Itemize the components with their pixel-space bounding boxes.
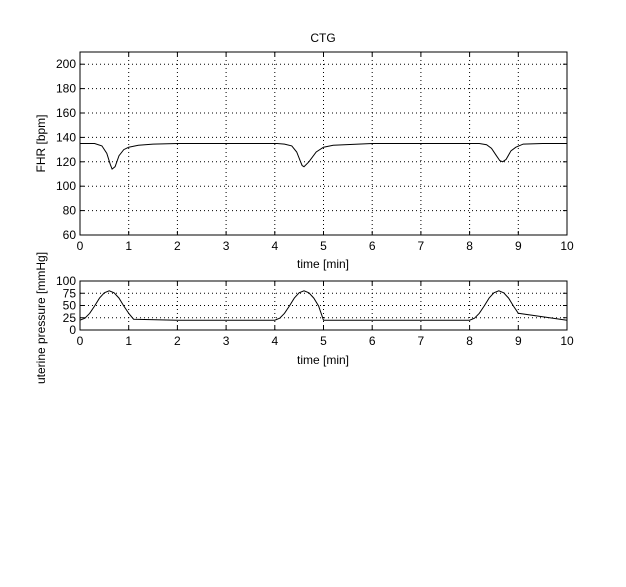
uterine-y-axis-label: uterine pressure [mmHg]	[34, 252, 48, 384]
y-tick-label: 120	[56, 155, 76, 169]
x-tick-label: 6	[369, 239, 376, 253]
x-tick-label: 10	[560, 334, 574, 348]
x-tick-label: 10	[560, 239, 574, 253]
uterine-grid	[80, 281, 567, 330]
y-tick-label: 180	[56, 82, 76, 96]
chart-title: CTG	[310, 31, 335, 45]
x-tick-label: 7	[418, 239, 425, 253]
x-tick-label: 2	[174, 334, 181, 348]
x-tick-label: 1	[125, 334, 132, 348]
x-tick-label: 3	[223, 239, 230, 253]
x-tick-label: 1	[125, 239, 132, 253]
x-tick-label: 0	[77, 334, 84, 348]
y-tick-label: 50	[63, 299, 77, 313]
x-tick-label: 5	[320, 334, 327, 348]
y-tick-label: 100	[56, 274, 76, 288]
x-tick-label: 0	[77, 239, 84, 253]
fhr-grid	[80, 52, 567, 235]
x-tick-label: 8	[466, 334, 473, 348]
fhr-x-axis-label: time [min]	[297, 257, 349, 271]
y-tick-label: 100	[56, 179, 76, 193]
fhr-axes-box	[79, 51, 568, 236]
y-tick-label: 25	[63, 311, 77, 325]
x-tick-label: 2	[174, 239, 181, 253]
x-tick-label: 7	[418, 334, 425, 348]
y-tick-label: 80	[63, 204, 77, 218]
fhr-y-ticks: 60 80 100 120 140 160 180 200	[56, 57, 567, 242]
uterine-x-axis-label: time [min]	[297, 353, 349, 367]
x-tick-label: 5	[320, 239, 327, 253]
uterine-series-line	[79, 290, 568, 321]
y-tick-label: 0	[69, 323, 76, 337]
x-tick-label: 8	[466, 239, 473, 253]
y-tick-label: 160	[56, 106, 76, 120]
y-tick-label: 75	[63, 286, 77, 300]
y-tick-label: 140	[56, 130, 76, 144]
uterine-x-ticks: 0 1 2 3 4 5 6 7 8 9 10	[77, 281, 574, 348]
fhr-y-axis-label: FHR [bpm]	[34, 114, 48, 172]
x-tick-label: 6	[369, 334, 376, 348]
x-tick-label: 9	[515, 239, 522, 253]
x-tick-label: 4	[271, 334, 278, 348]
y-tick-label: 60	[63, 228, 77, 242]
fhr-panel: 0 1 2 3 4 5 6 7 8 9 10 60 80 100 120 140 160 180 200 time…	[34, 51, 574, 271]
x-tick-label: 3	[223, 334, 230, 348]
fhr-x-ticks: 0 1 2 3 4 5 6 7 8 9 10	[77, 52, 574, 253]
x-tick-label: 9	[515, 334, 522, 348]
x-tick-label: 4	[271, 239, 278, 253]
y-tick-label: 200	[56, 57, 76, 71]
fhr-series-line	[80, 143, 567, 170]
